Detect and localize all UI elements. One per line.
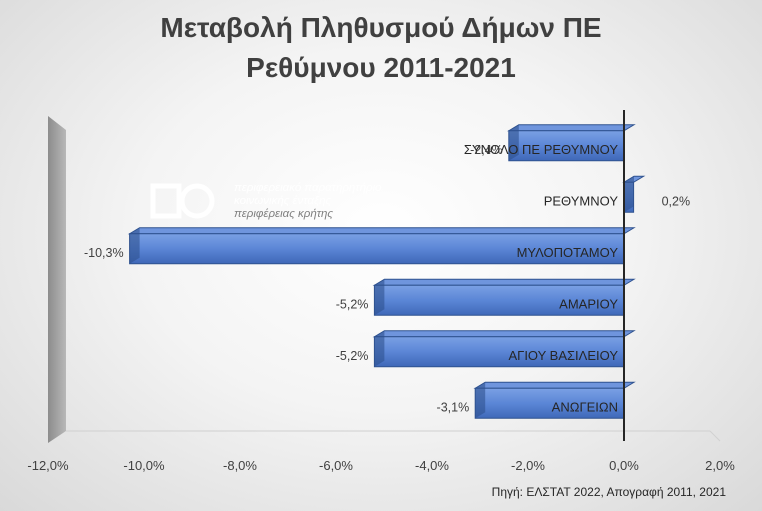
x-tick-label: -12,0% [27, 458, 69, 473]
bar-3 [372, 278, 636, 316]
chart-title-line1: Μεταβολή Πληθυσμού Δήμων ΠΕ [160, 12, 602, 43]
bar-0 [506, 124, 636, 162]
x-tick-label: 2,0% [705, 458, 735, 473]
x-tick-label: -2,0% [511, 458, 545, 473]
data-label: -10,3% [84, 246, 124, 260]
bar-end-cap [624, 176, 634, 213]
bar-end-cap [129, 227, 140, 264]
bar-5 [473, 381, 636, 419]
x-tick-label: -4,0% [415, 458, 449, 473]
data-label: -3,1% [437, 400, 470, 414]
x-tick-label: -10,0% [123, 458, 165, 473]
logo: περιφερειακό παρατηρητήριο κοινωνικής έν… [150, 180, 382, 226]
data-label: -2,4% [470, 143, 503, 157]
bar-4 [372, 330, 636, 368]
logo-line3: περιφέρειας κρήτης [234, 208, 333, 220]
labels: ΣΥΝΟΛΟ ΠΕ ΡΕΘΥΜΝΟΥ-2,4% ΡΕΘΥΜΝΟΥ 0,2% ΜΥΛΟΠ… [84, 142, 690, 415]
x-tick-label: 0,0% [609, 458, 639, 473]
bars [127, 110, 646, 441]
bar-front-face [129, 233, 625, 265]
bar-end-cap [475, 382, 486, 419]
x-axis-ticks: -12,0% -10,0% -8,0% -6,0% -4,0% -2,0% 0,0% 2,0% [27, 458, 735, 473]
data-label: -5,2% [336, 349, 369, 363]
bar-top-face [127, 227, 636, 235]
bar-end-cap [374, 330, 385, 367]
bar-2 [127, 227, 636, 265]
data-label: -5,2% [336, 297, 369, 311]
source-note: Πηγή: ΕΛΣΤΑΤ 2022, Απογραφή 2011, 2021 [491, 485, 726, 499]
category-label: ΑΜΑΡΙΟΥ [559, 296, 618, 311]
x-tick-label: -8,0% [223, 458, 257, 473]
side-wall [48, 116, 66, 443]
chart-title-line2: Ρεθύμνου 2011-2021 [246, 52, 516, 83]
bar-top-face [473, 381, 636, 389]
bar-top-face [372, 278, 636, 286]
data-label: 0,2% [662, 194, 691, 208]
category-label: ΑΝΩΓΕΙΩΝ [552, 399, 618, 414]
bar-front-face [474, 387, 625, 419]
category-label: ΑΓΙΟΥ ΒΑΣΙΛΕΙΟΥ [508, 348, 618, 363]
category-label: ΜΥΛΟΠΟΤΑΜΟΥ [517, 245, 619, 260]
logo-line1: περιφερειακό παρατηρητήριο [234, 182, 382, 194]
logo-mark-icon [150, 183, 215, 219]
bar-front-face [508, 130, 625, 162]
x-tick-label: -6,0% [319, 458, 353, 473]
bar-1 [622, 175, 646, 213]
category-label: ΡΕΘΥΜΝΟΥ [544, 193, 619, 208]
category-label: ΣΥΝΟΛΟ ΠΕ ΡΕΘΥΜΝΟΥ [464, 142, 618, 157]
chart-title: Μεταβολή Πληθυσμού Δήμων ΠΕ Ρεθύμνου 201… [0, 8, 762, 88]
floor-edge-right [709, 430, 721, 442]
bar-end-cap [374, 279, 385, 316]
bar-top-face [506, 124, 636, 132]
back-wall [48, 116, 721, 443]
bar-end-cap [508, 124, 519, 161]
bar-top-face [372, 330, 636, 338]
logo-line2: κοινωνικής ένταξης [234, 195, 332, 207]
